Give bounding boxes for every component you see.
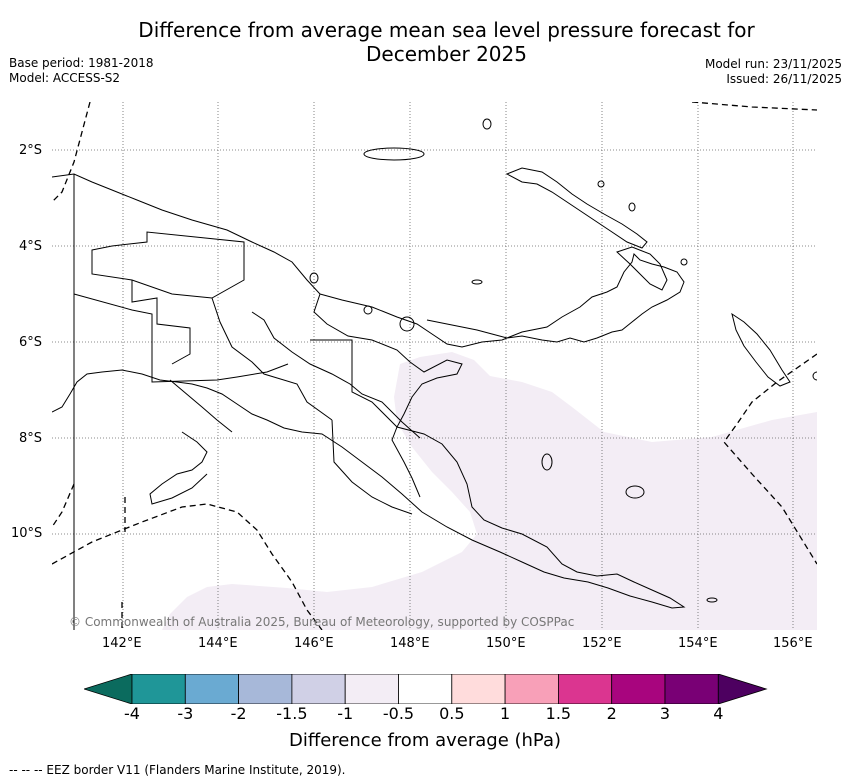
lon-label-156: 156°E <box>773 636 813 651</box>
colorbar-segment-3 <box>291 674 346 704</box>
title-line-2: December 2025 <box>366 42 527 66</box>
lat-label-6s: 6°S <box>19 335 43 350</box>
province-border-5 <box>251 311 421 439</box>
colorbar-tick-label: 3 <box>659 704 671 723</box>
colorbar-tick-label: -3 <box>177 704 194 723</box>
colorbar-tick-label: -1 <box>337 704 354 723</box>
colorbar-segment-9 <box>611 674 666 704</box>
lon-label-150: 150°E <box>486 636 526 651</box>
lon-label-142: 142°E <box>102 636 142 651</box>
province-border-3 <box>131 280 191 365</box>
province-border-8 <box>331 419 413 515</box>
lat-label-4s: 4°S <box>19 239 43 254</box>
meta-left: Base period: 1981-2018 Model: ACCESS-S2 <box>9 56 154 86</box>
colorbar-label: Difference from average (hPa) <box>288 730 562 751</box>
lat-label-2s: 2°S <box>19 143 43 158</box>
colorbar-tick-label: -1.5 <box>276 704 308 723</box>
island-b <box>399 316 415 332</box>
bougainville-coastline <box>731 312 791 387</box>
island-h <box>680 258 688 266</box>
issued-date: Issued: 26/11/2025 <box>726 72 842 86</box>
lon-label-146: 146°E <box>294 636 334 651</box>
lon-label-154: 154°E <box>678 636 718 651</box>
colorbar-segment-0 <box>131 674 186 704</box>
eez-legend-note: -- -- -- EEZ border V11 (Flanders Marine… <box>9 763 346 777</box>
colorbar-segment-2 <box>238 674 293 704</box>
island-l <box>812 371 817 381</box>
island-a <box>482 118 492 130</box>
model-name: Model: ACCESS-S2 <box>9 71 121 85</box>
island-c <box>309 272 319 284</box>
colorbar-segment-10 <box>664 674 719 704</box>
base-period: Base period: 1981-2018 <box>9 56 154 70</box>
island-g <box>628 202 636 212</box>
colorbar-extend-low <box>84 674 133 704</box>
lon-label-152: 152°E <box>582 636 622 651</box>
island-e <box>471 279 483 285</box>
fly-river <box>149 431 208 505</box>
island-f <box>597 180 605 188</box>
province-border-6 <box>310 339 398 428</box>
eez-boundaries <box>52 102 817 630</box>
colorbar-segment-4 <box>344 674 399 704</box>
lon-label-148: 148°E <box>390 636 430 651</box>
colorbar-segment-5 <box>398 674 453 704</box>
graticule <box>52 102 817 630</box>
province-border-2 <box>73 293 289 383</box>
lat-label-10s: 10°S <box>11 526 43 541</box>
province-border-9 <box>391 426 421 498</box>
anomaly-shading <box>162 352 817 630</box>
eez-east <box>723 353 817 565</box>
colorbar-tick-label: -2 <box>230 704 247 723</box>
copyright-notice: © Commonwealth of Australia 2025, Bureau… <box>69 615 574 629</box>
admin-boundaries <box>73 174 421 630</box>
island-i <box>625 485 645 499</box>
north-coast <box>319 253 685 348</box>
colorbar-segment-8 <box>557 674 613 704</box>
small-islands <box>309 118 817 603</box>
manus-island <box>363 147 425 161</box>
new-britain-coastline <box>505 167 648 249</box>
province-border-7 <box>169 379 233 433</box>
colorbar-tick-label: 2 <box>606 704 617 723</box>
colorbar-tick-label: 1.5 <box>545 704 572 723</box>
province-border-1 <box>91 231 245 299</box>
colorbar-segment-6 <box>451 674 506 704</box>
eez-west-north <box>52 102 91 203</box>
meta-right: Model run: 23/11/2025 Issued: 26/11/2025 <box>705 57 842 87</box>
lat-label-8s: 8°S <box>19 431 43 446</box>
eez-northeast <box>691 102 817 111</box>
new-guinea-coastline <box>52 173 686 609</box>
new-ireland-coastline <box>616 246 668 291</box>
chart-title: Difference from average mean sea level p… <box>0 18 850 66</box>
island-d <box>363 305 373 315</box>
map-panel: © Commonwealth of Australia 2025, Bureau… <box>52 102 817 630</box>
title-line-1: Difference from average mean sea level p… <box>138 18 755 42</box>
island-j <box>541 453 553 471</box>
colorbar <box>84 674 768 704</box>
colorbar-extend-high <box>717 674 768 704</box>
colorbar-tick-label: -4 <box>124 704 140 723</box>
island-k <box>706 597 718 603</box>
colorbar-tick-label: 0.5 <box>439 704 465 723</box>
colorbar-segment-7 <box>504 674 559 704</box>
colorbar-tick-label: -0.5 <box>382 704 415 723</box>
colorbar-segment-1 <box>184 674 240 704</box>
model-run: Model run: 23/11/2025 <box>704 57 842 71</box>
colorbar-tick-label: 4 <box>713 704 724 723</box>
colorbar-tick-label: 1 <box>500 704 511 723</box>
lon-label-144: 144°E <box>198 636 238 651</box>
eez-west-south <box>52 483 75 528</box>
province-border-4 <box>211 297 333 421</box>
